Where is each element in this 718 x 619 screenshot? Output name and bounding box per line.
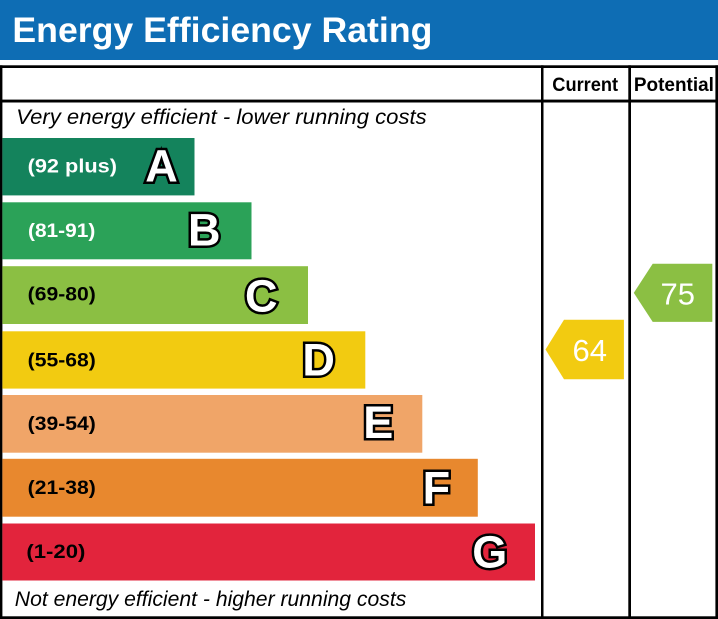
svg-text:A: A bbox=[145, 140, 178, 191]
svg-text:B: B bbox=[188, 205, 221, 256]
svg-text:Very energy efficient - lower: Very energy efficient - lower running co… bbox=[16, 106, 427, 129]
svg-text:D: D bbox=[302, 335, 335, 386]
svg-text:F: F bbox=[423, 462, 451, 513]
svg-text:Potential: Potential bbox=[634, 74, 714, 96]
svg-text:(21-38): (21-38) bbox=[28, 477, 96, 499]
svg-text:G: G bbox=[472, 527, 507, 578]
svg-text:C: C bbox=[245, 270, 278, 321]
svg-text:(69-80): (69-80) bbox=[28, 284, 96, 306]
svg-text:Not energy efficient - higher: Not energy efficient - higher running co… bbox=[15, 588, 407, 611]
svg-text:(39-54): (39-54) bbox=[28, 413, 96, 435]
svg-text:Current: Current bbox=[552, 74, 618, 96]
svg-text:(55-68): (55-68) bbox=[28, 349, 96, 371]
svg-text:E: E bbox=[363, 397, 393, 448]
svg-text:(1-20): (1-20) bbox=[26, 541, 85, 563]
svg-text:(81-91): (81-91) bbox=[28, 220, 95, 242]
svg-text:Energy Efficiency Rating: Energy Efficiency Rating bbox=[12, 11, 432, 50]
svg-text:75: 75 bbox=[661, 277, 695, 312]
svg-text:(92 plus): (92 plus) bbox=[28, 156, 117, 178]
svg-text:64: 64 bbox=[573, 333, 607, 368]
